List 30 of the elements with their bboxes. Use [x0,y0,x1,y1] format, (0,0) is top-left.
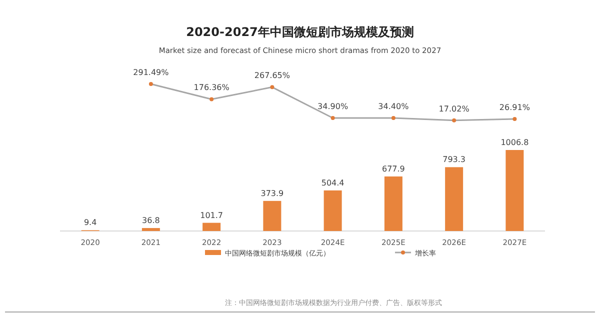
point [270,85,274,90]
data-label: 9.4 [84,218,97,228]
data-label: 176.36% [194,83,230,92]
data-label: 267.65% [254,71,290,80]
bar [202,222,221,231]
bar [506,150,524,231]
chart-title: 2020-2027年中国微短剧市场规模及预测 [186,25,414,39]
point [330,116,335,120]
data-label: 17.02% [438,104,470,114]
data-label: 34.90% [318,102,348,111]
point [210,97,214,102]
data-label: 26.91% [499,103,530,112]
data-label: 101.7 [200,210,224,220]
point [452,118,456,122]
point [148,82,153,86]
data-label: 793.3 [442,155,466,164]
data-label: 1006.8 [500,138,529,147]
data-label: 36.8 [142,216,160,226]
bar [263,200,282,231]
bar [445,167,464,231]
data-label: 34.40% [378,102,410,112]
data-label: 504.4 [321,178,344,188]
point [391,116,396,120]
bar [142,228,160,231]
bar [324,190,342,231]
point [512,117,517,122]
data-label: 373.9 [260,188,284,198]
data-label: 677.9 [382,164,405,174]
bar [384,176,402,231]
data-label: 291.49% [133,68,170,77]
